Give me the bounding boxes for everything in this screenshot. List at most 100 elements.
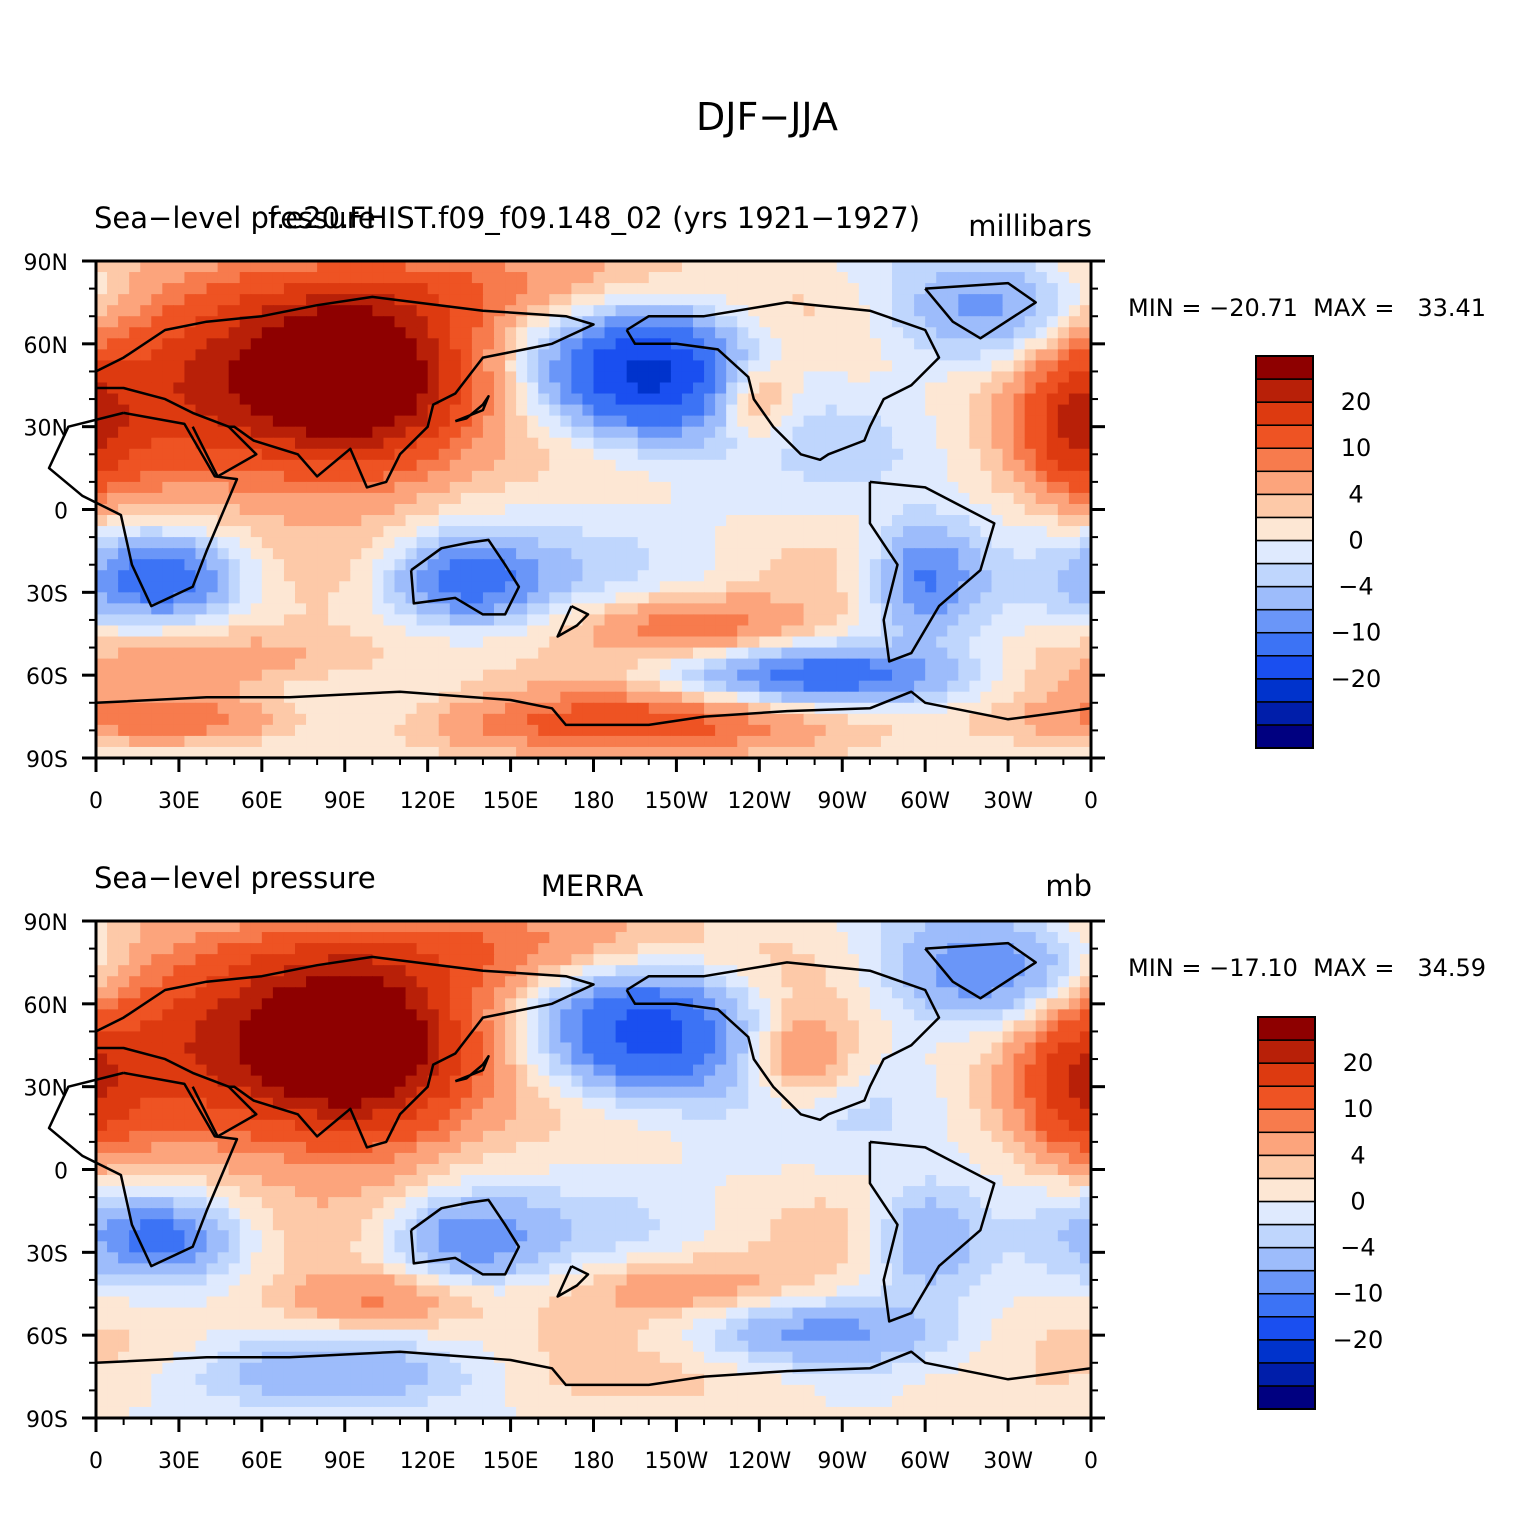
- field-cell: [880, 658, 893, 671]
- field-cell: [637, 448, 650, 461]
- field-cell: [449, 349, 462, 361]
- field-cell: [704, 921, 716, 933]
- field-cell: [416, 691, 429, 704]
- field-cell: [195, 404, 208, 417]
- field-cell: [206, 614, 219, 627]
- field-cell: [571, 932, 584, 944]
- field-cell: [217, 614, 230, 627]
- field-cell: [140, 415, 152, 428]
- field-cell: [118, 1009, 130, 1021]
- field-cell: [372, 669, 385, 682]
- field-cell: [792, 360, 805, 373]
- field-cell: [582, 625, 595, 638]
- field-cell: [195, 932, 208, 944]
- field-cell: [118, 360, 130, 373]
- field-cell: [759, 349, 771, 361]
- field-cell: [1057, 382, 1070, 395]
- field-cell: [593, 987, 606, 999]
- field-cell: [449, 283, 462, 295]
- colorbar-swatch: [1255, 424, 1314, 449]
- field-cell: [892, 459, 904, 472]
- field-cell: [295, 459, 307, 472]
- field-cell: [217, 481, 230, 494]
- colorbar-swatch: [1255, 585, 1314, 611]
- field-cell: [173, 976, 186, 988]
- field-cell: [228, 382, 241, 395]
- field-cell: [482, 360, 495, 373]
- field-cell: [648, 437, 661, 450]
- field-cell: [991, 371, 1004, 384]
- field-cell: [505, 404, 517, 417]
- field-cell: [825, 437, 838, 450]
- field-cell: [726, 459, 738, 472]
- field-cell: [626, 746, 639, 759]
- field-cell: [471, 559, 484, 571]
- field-cell: [173, 492, 186, 505]
- field-cell: [969, 746, 982, 759]
- field-cell: [1035, 713, 1048, 726]
- field-cell: [571, 669, 584, 682]
- field-cell: [482, 746, 495, 759]
- field-cell: [1002, 470, 1015, 483]
- field-cell: [460, 360, 473, 373]
- field-cell: [737, 382, 749, 395]
- field-cell: [836, 976, 849, 988]
- field-cell: [471, 680, 484, 693]
- field-cell: [792, 261, 805, 273]
- field-cell: [405, 448, 418, 461]
- field-cell: [814, 393, 827, 406]
- field-cell: [405, 305, 418, 317]
- field-cell: [295, 283, 307, 295]
- field-cell: [1035, 691, 1048, 704]
- field-cell: [726, 636, 738, 649]
- field-cell: [250, 746, 263, 759]
- field-cell: [317, 327, 329, 339]
- field-cell: [847, 581, 860, 593]
- field-cell: [228, 338, 241, 350]
- field-cell: [1079, 998, 1092, 1010]
- field-cell: [427, 371, 440, 384]
- field-cell: [1046, 327, 1059, 339]
- field-cell: [936, 965, 948, 977]
- field-cell: [96, 647, 108, 660]
- field-cell: [516, 735, 528, 748]
- field-cell: [759, 691, 771, 704]
- field-cell: [626, 437, 639, 450]
- field-cell: [195, 537, 208, 549]
- field-cell: [693, 404, 705, 417]
- field-cell: [958, 338, 970, 350]
- field-cell: [339, 570, 351, 582]
- field-cell: [195, 943, 208, 955]
- field-cell: [328, 283, 340, 295]
- field-cell: [803, 987, 816, 999]
- field-cell: [516, 503, 528, 516]
- field-cell: [626, 669, 639, 682]
- lat-label: 60S: [26, 665, 68, 690]
- field-cell: [903, 548, 915, 560]
- field-cell: [1035, 954, 1048, 966]
- field-cell: [96, 636, 108, 649]
- field-cell: [1057, 426, 1070, 439]
- field-cell: [184, 647, 197, 660]
- field-cell: [670, 735, 683, 748]
- field-cell: [416, 283, 429, 295]
- field-cell: [693, 636, 705, 649]
- field-cell: [914, 603, 926, 616]
- field-cell: [173, 614, 186, 627]
- field-cell: [1024, 570, 1037, 582]
- field-cell: [693, 492, 705, 505]
- field-cell: [549, 492, 561, 505]
- field-cell: [947, 691, 959, 704]
- field-cell: [958, 327, 970, 339]
- field-cell: [228, 603, 241, 616]
- field-cell: [538, 448, 550, 461]
- field-cell: [383, 559, 396, 571]
- field-cell: [670, 492, 683, 505]
- field-cell: [737, 570, 749, 582]
- field-cell: [803, 459, 816, 472]
- field-cell: [162, 921, 174, 933]
- field-cell: [239, 724, 252, 737]
- field-cell: [394, 371, 407, 384]
- field-cell: [516, 537, 528, 549]
- field-cell: [681, 636, 694, 649]
